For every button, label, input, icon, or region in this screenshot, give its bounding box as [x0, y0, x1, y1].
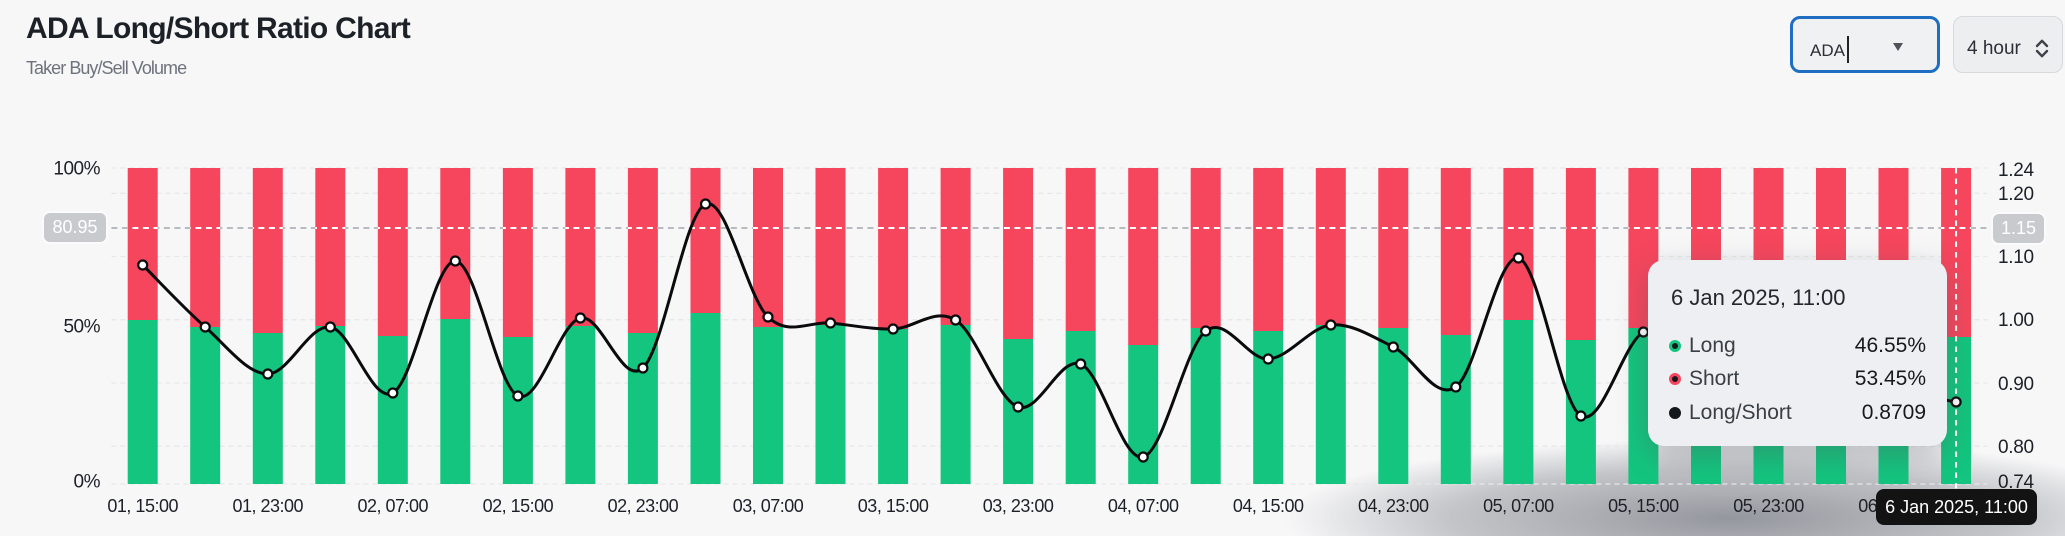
- svg-text:1.24: 1.24: [1998, 160, 2035, 181]
- svg-text:02, 23:00: 02, 23:00: [608, 496, 679, 516]
- svg-text:03, 23:00: 03, 23:00: [983, 496, 1054, 516]
- svg-text:0.74: 0.74: [1998, 472, 2035, 493]
- svg-text:0.90: 0.90: [1998, 374, 2034, 395]
- svg-text:05, 23:00: 05, 23:00: [1733, 496, 1804, 516]
- svg-text:02, 15:00: 02, 15:00: [483, 496, 554, 516]
- svg-text:05, 07:00: 05, 07:00: [1483, 496, 1554, 516]
- svg-text:100%: 100%: [53, 159, 100, 180]
- svg-text:03, 07:00: 03, 07:00: [733, 496, 804, 516]
- svg-text:50%: 50%: [63, 317, 100, 338]
- svg-text:04, 23:00: 04, 23:00: [1358, 496, 1429, 516]
- svg-text:1.00: 1.00: [1998, 310, 2034, 331]
- svg-text:0%: 0%: [74, 472, 101, 493]
- svg-text:05, 15:00: 05, 15:00: [1608, 496, 1679, 516]
- svg-text:1.20: 1.20: [1998, 184, 2034, 205]
- svg-text:04, 15:00: 04, 15:00: [1233, 496, 1304, 516]
- svg-text:1.10: 1.10: [1998, 247, 2034, 268]
- svg-text:02, 07:00: 02, 07:00: [358, 496, 429, 516]
- svg-text:0.80: 0.80: [1998, 437, 2034, 458]
- svg-text:03, 15:00: 03, 15:00: [858, 496, 929, 516]
- svg-text:04, 07:00: 04, 07:00: [1108, 496, 1179, 516]
- svg-text:01, 15:00: 01, 15:00: [107, 496, 178, 516]
- svg-text:01, 23:00: 01, 23:00: [233, 496, 304, 516]
